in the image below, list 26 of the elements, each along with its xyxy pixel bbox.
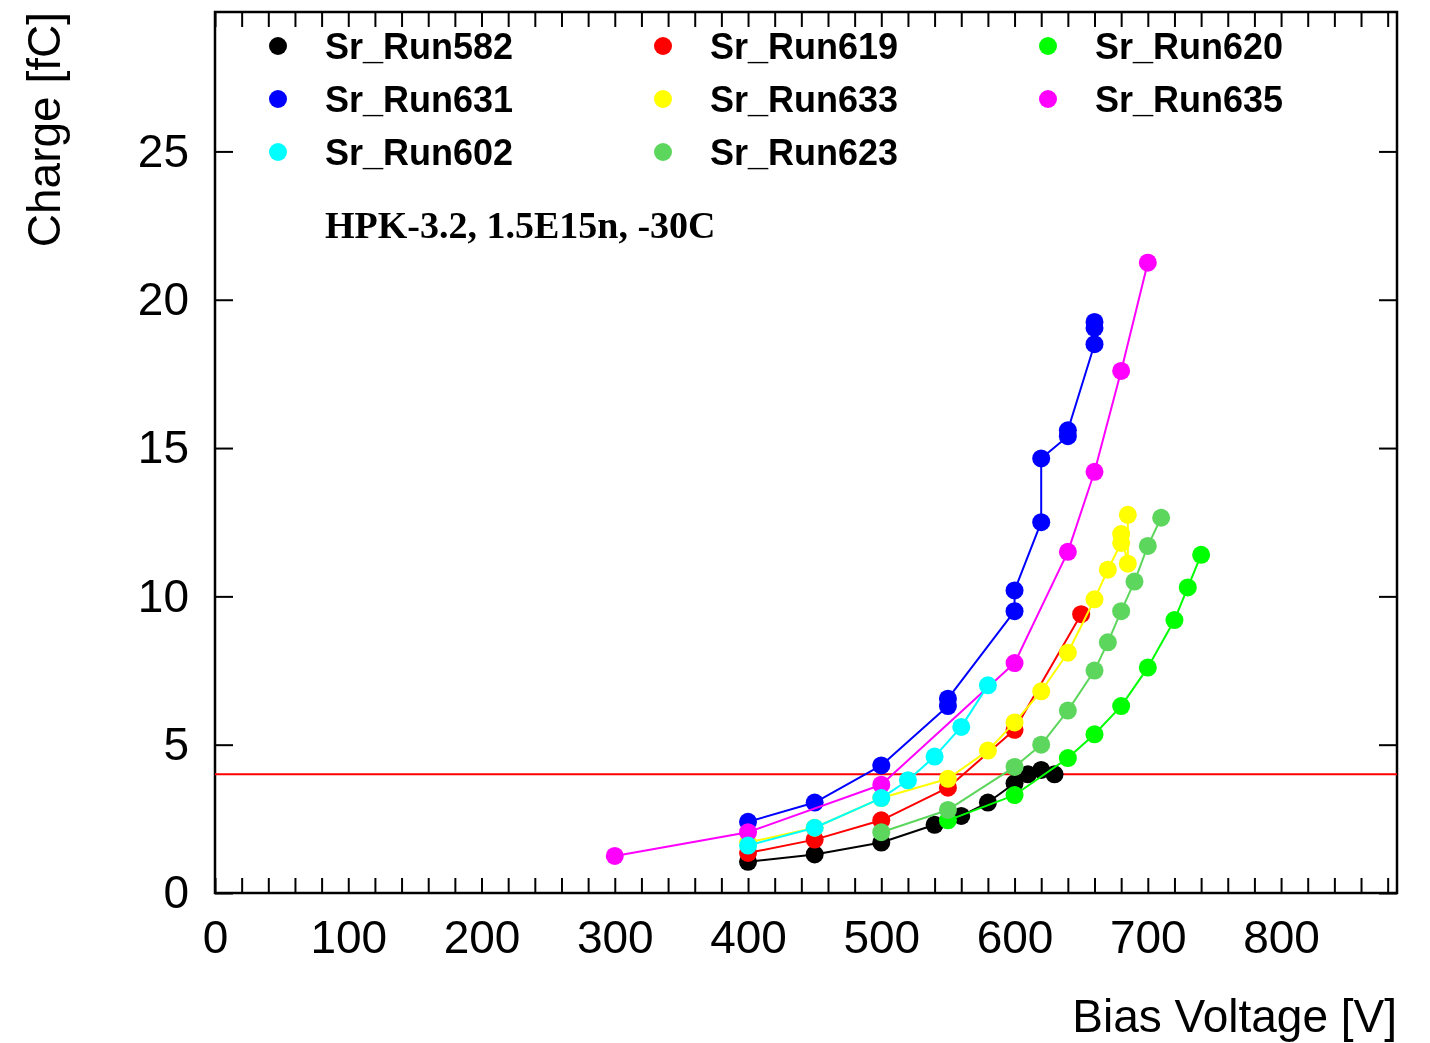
y-tick-label: 15 <box>137 421 189 474</box>
annotation: HPK-3.2, 1.5E15n, -30C <box>325 204 716 246</box>
y-tick-label: 0 <box>163 866 189 919</box>
legend-label: Sr_Run623 <box>710 131 899 173</box>
x-tick-label: 100 <box>310 910 388 963</box>
legend-label: Sr_Run582 <box>325 25 514 67</box>
x-axis-title: Bias Voltage [V] <box>1072 990 1397 1042</box>
y-tick-label: 25 <box>137 124 189 177</box>
legend-label: Sr_Run631 <box>325 78 514 120</box>
y-tick-label: 5 <box>163 717 189 770</box>
x-tick-label: 600 <box>976 910 1054 963</box>
x-tick-label: 500 <box>843 910 921 963</box>
y-tick-label: 20 <box>137 272 189 325</box>
y-tick-label: 10 <box>137 569 189 622</box>
x-tick-label: 700 <box>1109 910 1187 963</box>
x-tick-label: 400 <box>710 910 787 963</box>
y-axis-title: Charge [fC] <box>18 12 70 248</box>
x-tick-label: 200 <box>443 910 521 963</box>
x-tick-label: 800 <box>1243 910 1320 963</box>
x-tick-label: 300 <box>576 910 654 963</box>
x-tick-label: 0 <box>202 910 229 963</box>
legend-label: Sr_Run619 <box>710 25 899 67</box>
legend-label: Sr_Run620 <box>1095 25 1284 67</box>
legend-label: Sr_Run633 <box>710 78 899 120</box>
legend-label: Sr_Run635 <box>1095 78 1284 120</box>
legend-label: Sr_Run602 <box>325 131 514 173</box>
